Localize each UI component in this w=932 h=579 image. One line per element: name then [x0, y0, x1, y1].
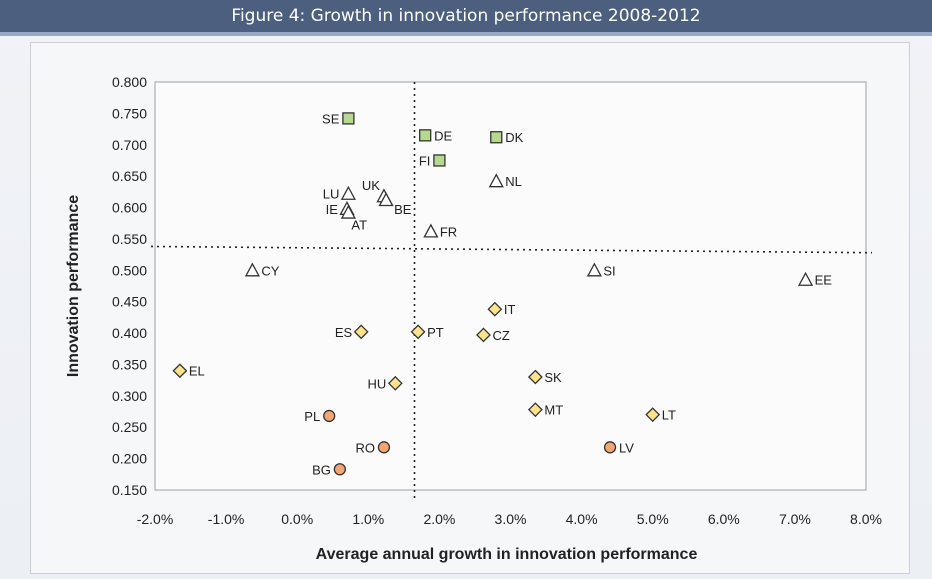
x-tick-label: 8.0% — [850, 511, 882, 527]
point-label-de: DE — [434, 128, 452, 143]
point-at — [340, 204, 356, 219]
y-tick-label: 0.500 — [112, 262, 147, 278]
point-mt — [527, 402, 543, 418]
point-lv — [603, 441, 617, 454]
plot-area — [154, 81, 867, 491]
x-axis-ticks: -2.0% -1.0% 0.0% 1.0% 2.0% 3.0% 4.0% 5.0% 6.0% 7.… — [137, 511, 882, 527]
x-tick-label: -1.0% — [208, 511, 245, 527]
point-nl — [488, 173, 504, 188]
point-dk — [490, 131, 503, 144]
title-rule — [0, 32, 932, 36]
figure-title: Figure 4: Growth in innovation performan… — [0, 0, 932, 32]
point-label-ee: EE — [815, 273, 833, 288]
point-ee — [797, 271, 814, 286]
y-tick-label: 0.700 — [112, 137, 147, 153]
point-label-es: ES — [335, 325, 353, 340]
point-label-it: IT — [504, 302, 516, 317]
point-label-pt: PT — [427, 325, 444, 340]
point-label-uk: UK — [362, 178, 380, 193]
point-label-pl: PL — [304, 409, 320, 424]
y-tick-label: 0.450 — [112, 294, 147, 310]
x-tick-label: -2.0% — [137, 511, 174, 527]
y-tick-label: 0.750 — [112, 105, 147, 121]
point-label-dk: DK — [505, 130, 523, 145]
point-label-se: SE — [322, 111, 340, 126]
x-tick-label: 0.0% — [281, 511, 313, 527]
point-cy — [244, 262, 260, 277]
x-tick-label: 3.0% — [495, 511, 527, 527]
data-points: SE DE DK FI NL LU UK BE IE AT FR CY SI EE IT ES PT CZ EL SK… — [172, 111, 833, 477]
x-tick-label: 7.0% — [779, 511, 811, 527]
y-tick-label: 0.350 — [112, 356, 147, 372]
point-label-ro: RO — [355, 440, 375, 455]
point-label-bg: BG — [312, 462, 331, 477]
y-tick-label: 0.650 — [112, 168, 147, 184]
point-be — [378, 192, 394, 207]
point-label-lt: LT — [662, 408, 676, 423]
point-label-lu: LU — [323, 187, 340, 202]
x-tick-label: 5.0% — [637, 511, 669, 527]
point-se — [342, 112, 355, 125]
y-tick-label: 0.400 — [112, 325, 147, 341]
point-label-ie: IE — [326, 202, 339, 217]
y-tick-label: 0.550 — [112, 231, 147, 247]
point-label-sk: SK — [544, 370, 562, 385]
point-pl — [323, 409, 336, 423]
point-sk — [527, 369, 543, 385]
point-de — [419, 129, 432, 142]
x-axis-title: Average annual growth in innovation perf… — [316, 546, 698, 563]
y-tick-label: 0.200 — [112, 451, 147, 467]
point-label-lv: LV — [619, 440, 634, 455]
point-label-fr: FR — [440, 224, 457, 239]
point-el — [172, 363, 188, 379]
point-cz — [476, 327, 491, 343]
x-tick-label: 1.0% — [352, 511, 384, 527]
y-axis-title: Innovation performance — [65, 195, 82, 377]
point-label-si: SI — [603, 263, 615, 278]
point-label-mt: MT — [544, 403, 563, 418]
point-label-be: BE — [394, 202, 412, 217]
point-label-nl: NL — [505, 174, 522, 189]
point-lu — [340, 185, 356, 200]
point-ro — [377, 441, 391, 454]
y-tick-label: 0.250 — [112, 419, 147, 435]
point-fr — [423, 223, 439, 238]
point-bg — [333, 463, 347, 476]
point-hu — [387, 375, 403, 391]
point-label-cy: CY — [261, 263, 279, 278]
point-it — [487, 301, 503, 317]
y-tick-label: 0.600 — [112, 200, 147, 216]
point-label-cz: CZ — [492, 328, 509, 343]
y-tick-label: 0.800 — [112, 74, 147, 90]
x-tick-label: 2.0% — [423, 511, 455, 527]
y-tick-label: 0.150 — [112, 482, 147, 498]
point-es — [353, 324, 369, 340]
point-label-hu: HU — [368, 376, 387, 391]
point-pt — [410, 324, 426, 340]
y-reference-line — [150, 245, 873, 254]
x-tick-label: 6.0% — [708, 511, 740, 527]
point-label-at: AT — [351, 218, 367, 233]
y-tick-label: 0.300 — [112, 388, 147, 404]
point-label-fi: FI — [419, 153, 431, 168]
x-tick-label: 4.0% — [566, 511, 598, 527]
point-si — [586, 262, 602, 277]
point-lt — [645, 407, 661, 423]
point-fi — [433, 154, 446, 167]
point-label-el: EL — [189, 364, 205, 379]
y-axis-ticks: 0.800 0.750 0.700 0.650 0.600 0.550 0.500 0.450… — [112, 74, 147, 498]
